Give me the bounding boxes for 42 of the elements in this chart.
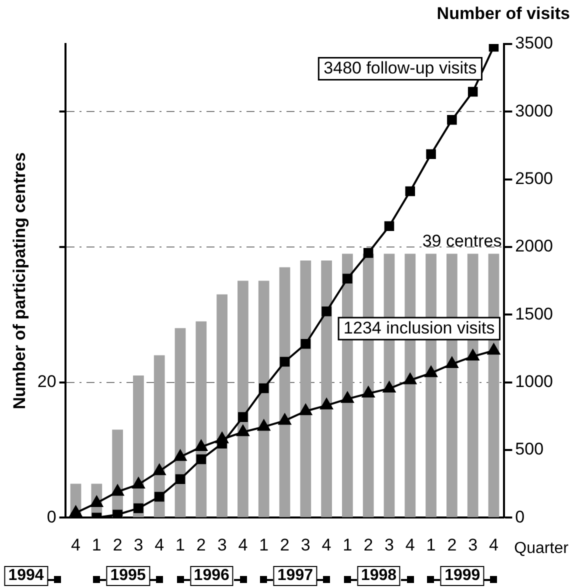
text: 1995: [106, 566, 150, 586]
x-tick-label: 4: [154, 535, 164, 554]
x-tick-label: 3: [300, 535, 310, 554]
x-axis-title: Quarter: [514, 540, 568, 558]
x-tick-label: 2: [364, 535, 374, 554]
text: 1998: [356, 566, 401, 586]
series-label: 1234 inclusion visits: [344, 318, 495, 338]
series-label: 3480 follow-up visits: [324, 58, 477, 78]
x-tick-label: 3: [134, 535, 144, 554]
x-tick-label: 2: [447, 535, 457, 554]
x-tick-label: 1: [342, 535, 352, 554]
y2-tick-label: 1500: [515, 304, 554, 324]
y2-axis-title: Number of visits: [436, 4, 570, 24]
x-tick-label: 4: [489, 535, 498, 554]
x-tick-label: 1: [176, 535, 185, 554]
text: 1994: [4, 566, 48, 586]
y-axis-title: Number of participating centres: [10, 152, 29, 410]
y2-tick-label: 3000: [515, 101, 554, 120]
text: 1996: [190, 566, 234, 586]
y2-tick-label: 1000: [515, 372, 554, 391]
text: 1999: [440, 566, 484, 586]
y2-tick-label: 0: [515, 507, 525, 526]
x-tick-label: 1: [92, 535, 102, 554]
x-tick-label: 4: [71, 535, 80, 554]
x-tick-label: 4: [405, 535, 415, 554]
x-tick-label: 3: [217, 535, 227, 554]
x-tick-label: 4: [238, 535, 248, 554]
x-tick-label: 1: [259, 535, 269, 554]
x-tick-label: 4: [322, 535, 332, 554]
x-tick-label: 2: [280, 535, 290, 554]
x-tick-label: 3: [384, 535, 394, 554]
text: 1997: [273, 566, 317, 586]
y2-tick-label: 2000: [515, 236, 554, 256]
x-tick-label: 2: [196, 535, 206, 554]
y2-tick-label: 500: [515, 440, 544, 459]
x-tick-label: 2: [112, 535, 122, 554]
x-tick-label: 3: [468, 535, 478, 554]
series-label: 39 centres: [422, 231, 502, 250]
x-tick-label: 1: [426, 535, 436, 554]
y2-tick-label: 3500: [515, 34, 554, 53]
y-tick-label: 20: [37, 372, 56, 391]
y2-tick-label: 2500: [515, 169, 554, 188]
